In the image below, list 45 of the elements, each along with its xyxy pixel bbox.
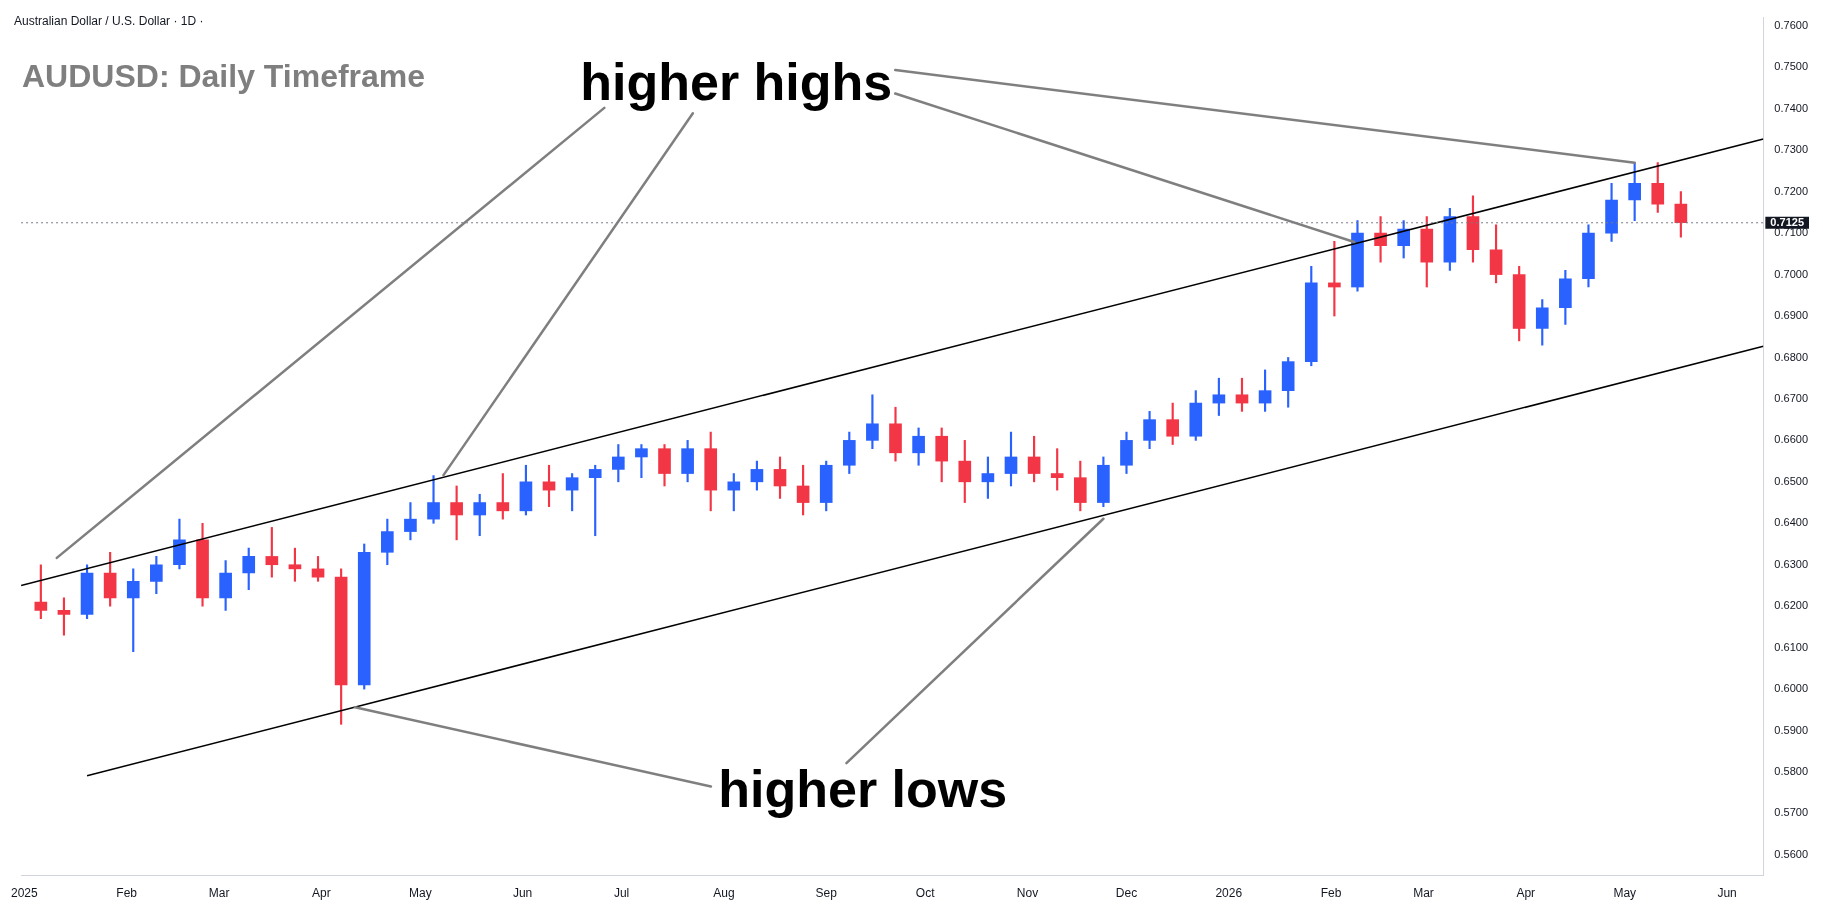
annotation: higher lows — [718, 759, 1008, 820]
ref-line-label: 0.7125 — [1770, 215, 1805, 228]
y-tick-label: 0.6300 — [1774, 557, 1809, 570]
y-tick-label: 0.5900 — [1774, 723, 1809, 736]
x-tick-label: Jul — [613, 886, 630, 901]
x-tick-label: Aug — [713, 886, 735, 901]
y-tick-label: 0.7200 — [1774, 184, 1809, 197]
y-tick-label: 0.6800 — [1774, 350, 1809, 363]
x-tick-label: Sep — [815, 886, 838, 901]
y-tick-label: 0.5600 — [1774, 847, 1809, 860]
x-tick-label: Mar — [1413, 886, 1434, 901]
y-tick-label: 0.7500 — [1774, 60, 1809, 73]
y-tick-label: 0.6100 — [1774, 640, 1809, 653]
y-tick-label: 0.5800 — [1774, 765, 1809, 778]
y-tick-label: 0.6700 — [1774, 391, 1809, 404]
y-tick-label: 0.6400 — [1774, 516, 1809, 529]
x-tick-label: 2025 — [11, 886, 39, 901]
x-tick-label: Feb — [116, 886, 138, 901]
y-tick-label: 0.5700 — [1774, 806, 1809, 819]
x-tick-label: May — [408, 886, 432, 901]
y-tick-label: 0.6900 — [1774, 309, 1809, 322]
y-tick-label: 0.6000 — [1774, 682, 1809, 695]
y-tick-label: 0.7600 — [1774, 18, 1809, 31]
y-tick-label: 0.7000 — [1774, 267, 1809, 280]
annotation: higher highs — [580, 51, 893, 112]
y-tick-label: 0.7400 — [1774, 101, 1809, 114]
y-tick-label: 0.6500 — [1774, 474, 1809, 487]
x-tick-label: Dec — [1115, 886, 1138, 901]
y-tick-label: 0.6200 — [1774, 599, 1809, 612]
x-tick-label: 2026 — [1215, 886, 1243, 901]
x-tick-label: Nov — [1016, 886, 1039, 901]
x-tick-label: Oct — [915, 886, 936, 901]
x-tick-label: Apr — [311, 886, 331, 901]
x-tick-label: Apr — [1516, 886, 1536, 901]
y-tick-label: 0.6600 — [1774, 433, 1809, 446]
x-tick-label: Feb — [1320, 886, 1342, 901]
y-tick-label: 0.7300 — [1774, 143, 1809, 156]
x-tick-label: Mar — [208, 886, 230, 901]
candlestick — [404, 502, 417, 541]
chart-subtitle: Australian Dollar / U.S. Dollar · 1D · — [14, 14, 204, 28]
text: AUDUSD: Daily Timeframe — [22, 58, 426, 95]
x-tick-label: Jun — [512, 886, 533, 901]
x-tick-label: May — [1613, 886, 1637, 901]
y-tick-label: 0.7100 — [1774, 226, 1809, 239]
x-tick-label: Jun — [1717, 886, 1737, 901]
